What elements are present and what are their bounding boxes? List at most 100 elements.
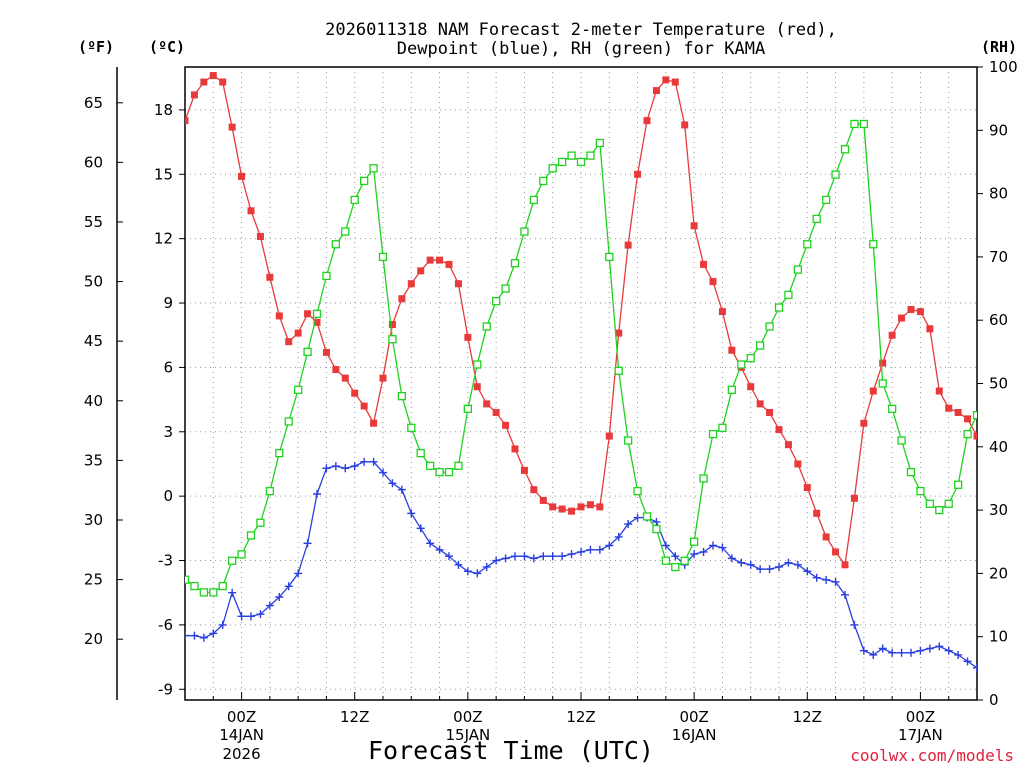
- 2-meter-temperature-point: [445, 260, 453, 268]
- rh-tick-label: 20: [989, 564, 1008, 582]
- dewpoint-point: [633, 513, 642, 522]
- 2-meter-temperature-point: [398, 295, 406, 303]
- rh-point: [925, 499, 935, 508]
- dewpoint-point: [765, 565, 774, 574]
- dewpoint-point: [831, 577, 840, 586]
- celsius-tick-label: 12: [154, 230, 173, 248]
- rh-point: [661, 556, 671, 565]
- rh-point: [529, 195, 539, 205]
- 2-meter-temperature-point: [0, 482, 7, 489]
- rh-point: [614, 366, 623, 375]
- rh-point: [699, 474, 708, 483]
- rh-point: [755, 341, 765, 350]
- fahrenheit-axis-label: (ºF): [78, 38, 114, 56]
- dewpoint-point: [492, 556, 501, 565]
- rh-point: [237, 550, 246, 559]
- dewpoint-point: [718, 543, 727, 552]
- rh-point: [293, 385, 303, 394]
- 2-meter-temperature-point: [888, 331, 896, 339]
- rh-point: [256, 518, 265, 527]
- dewpoint-point: [501, 554, 510, 563]
- grid-lines: [185, 67, 977, 700]
- 2-meter-temperature-point: [954, 408, 962, 416]
- dewpoint-point: [331, 462, 340, 471]
- dewpoint-point: [218, 620, 227, 629]
- fahrenheit-tick-label: 35: [84, 451, 103, 469]
- 2-meter-temperature-point: [832, 548, 840, 556]
- fahrenheit-tick-label: 40: [84, 392, 103, 410]
- rh-point: [209, 588, 218, 597]
- 2-meter-temperature-point: [586, 501, 594, 509]
- 2-meter-temperature-point: [747, 383, 755, 391]
- dewpoint-point: [426, 539, 435, 548]
- 2-meter-temperature-point: [568, 507, 576, 515]
- 2-meter-temperature-point: [200, 78, 208, 86]
- chart-title-line1: 2026011318 NAM Forecast 2-meter Temperat…: [325, 20, 837, 40]
- x-tick-year-label: 2026: [222, 745, 260, 763]
- 2-meter-temperature-point: [898, 314, 906, 322]
- 2-meter-temperature-point: [907, 305, 915, 313]
- 2-meter-temperature-point: [822, 533, 830, 541]
- 2-meter-temperature-point: [860, 419, 868, 427]
- dewpoint-point: [303, 539, 312, 548]
- rh-point: [916, 486, 925, 496]
- 2-meter-temperature-point: [577, 503, 585, 511]
- rh-point: [689, 537, 699, 546]
- chart-title-line2: Dewpoint (blue), RH (green) for KAMA: [397, 39, 765, 59]
- dewpoint-point: [859, 646, 868, 655]
- rh-point: [850, 119, 859, 129]
- dewpoint-point: [463, 567, 472, 576]
- rh-point: [246, 531, 256, 540]
- 2-meter-temperature-point: [530, 486, 538, 494]
- 2-meter-temperature-line: [185, 74, 977, 567]
- celsius-tick-label: -3: [158, 552, 173, 570]
- rh-point: [548, 164, 557, 173]
- dewpoint-point: [793, 560, 802, 569]
- rh-point: [312, 309, 322, 319]
- x-tick-date-label: 16JAN: [672, 726, 717, 744]
- rh-point: [185, 575, 190, 584]
- rh-tick-label: 30: [989, 501, 1008, 519]
- rh-point: [265, 486, 275, 496]
- 2-meter-temperature-point: [935, 387, 943, 395]
- dewpoint-point: [652, 517, 661, 526]
- rh-point: [388, 335, 397, 344]
- rh-point: [972, 410, 977, 420]
- x-tick-label: 12Z: [340, 708, 369, 726]
- rh-point: [331, 240, 341, 249]
- 2-meter-temperature-point: [558, 505, 566, 513]
- 2-meter-temperature-point: [492, 408, 500, 416]
- fahrenheit-tick-label: 65: [84, 94, 103, 112]
- dewpoint-point: [247, 612, 255, 621]
- rh-point: [359, 176, 369, 186]
- rh-point: [378, 252, 388, 262]
- celsius-tick-label: 15: [154, 165, 173, 183]
- dewpoint-point: [897, 648, 906, 657]
- 2-meter-temperature-point: [256, 233, 264, 241]
- dewpoint-point: [586, 545, 595, 554]
- rh-point: [605, 252, 614, 262]
- rh-point: [680, 556, 689, 565]
- dewpoint-point: [529, 554, 538, 563]
- rh-tick-label: 80: [989, 185, 1008, 203]
- 2-meter-temperature-point: [605, 432, 613, 440]
- 2-meter-temperature-point: [520, 466, 528, 474]
- dewpoint-point: [256, 610, 265, 619]
- dewpoint-point: [275, 593, 284, 602]
- series-group: [0, 72, 977, 672]
- x-axis-title: Forecast Time (UTC): [368, 736, 654, 765]
- dewpoint-point: [746, 560, 755, 569]
- 2-meter-temperature-point: [662, 76, 670, 84]
- 2-meter-temperature-point: [332, 366, 340, 374]
- tick-labels: -9 -6 -3 0 3 6 9 12 15 18 20 25 30 35 40 45 50 55 60 65 0 10 2…: [84, 58, 1018, 763]
- rh-point: [491, 297, 501, 306]
- dewpoint-point: [916, 646, 925, 655]
- rh-point: [633, 486, 642, 496]
- rh-point: [463, 404, 473, 413]
- rh-point: [510, 259, 520, 268]
- rh-point: [727, 385, 737, 394]
- 2-meter-temperature-point: [473, 383, 481, 391]
- dewpoint-point: [935, 642, 944, 651]
- rh-point: [190, 581, 199, 591]
- rh-point: [425, 461, 435, 470]
